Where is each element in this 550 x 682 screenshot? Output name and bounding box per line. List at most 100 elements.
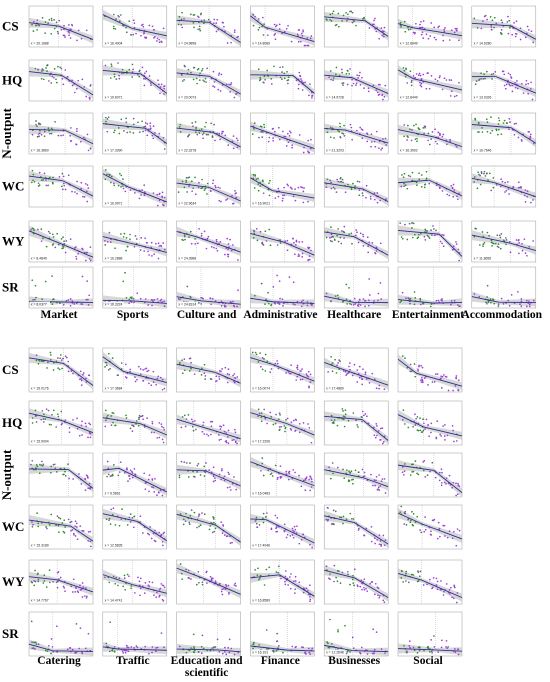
- data-point-green: [427, 235, 430, 238]
- data-point-purple: [444, 439, 446, 441]
- fit-line: [176, 182, 241, 202]
- data-point-green: [210, 122, 213, 125]
- data-point-purple: [38, 135, 41, 138]
- data-point-green: [114, 524, 117, 526]
- data-point-purple: [106, 240, 109, 243]
- data-point-purple: [185, 462, 188, 464]
- equation-label-bg: [30, 255, 50, 261]
- confidence-band: [102, 465, 167, 496]
- data-point-purple: [147, 584, 150, 587]
- data-point-purple: [378, 543, 381, 546]
- data-point-purple: [372, 84, 375, 87]
- data-point-green: [422, 302, 424, 305]
- facet-cs-catering: x = 15.0176: [28, 347, 94, 393]
- data-point-purple: [153, 431, 155, 434]
- plot-frame: [102, 504, 168, 550]
- data-point-purple: [528, 300, 530, 302]
- data-point-green: [420, 232, 422, 235]
- data-point-green: [192, 187, 195, 190]
- data-point-purple: [88, 96, 91, 99]
- data-point-purple: [420, 77, 423, 80]
- data-point-purple: [64, 36, 66, 39]
- data-point-purple: [234, 190, 236, 192]
- data-point-purple: [302, 533, 304, 536]
- data-point-green: [491, 129, 494, 132]
- data-point-purple: [140, 24, 143, 27]
- data-point-green: [50, 423, 52, 426]
- data-point-purple: [140, 34, 142, 37]
- data-point-purple: [309, 653, 312, 655]
- data-point-green: [51, 244, 54, 246]
- data-point-green: [56, 413, 59, 416]
- data-point-green: [261, 136, 264, 138]
- data-point-purple: [152, 192, 155, 194]
- data-point-purple: [507, 299, 510, 302]
- data-point-green: [203, 363, 206, 366]
- data-point-green: [125, 237, 128, 239]
- data-point-purple: [227, 471, 230, 474]
- data-point-purple: [375, 89, 378, 91]
- data-point-purple: [234, 376, 236, 379]
- data-point-purple: [441, 242, 444, 245]
- data-point-purple: [233, 29, 236, 32]
- data-point-green: [418, 178, 421, 181]
- data-point-green: [417, 128, 420, 130]
- data-point-purple: [329, 578, 331, 581]
- data-point-purple: [141, 415, 143, 418]
- data-point-purple: [158, 83, 160, 86]
- data-point-purple: [502, 303, 505, 305]
- data-point-green: [188, 523, 191, 525]
- data-point-purple: [48, 80, 50, 82]
- data-point-purple: [235, 585, 237, 587]
- data-point-purple: [196, 526, 198, 529]
- facet-wc-traffic: x = 12.5835: [102, 504, 168, 550]
- data-point-purple: [383, 601, 386, 604]
- data-point-purple: [70, 127, 72, 129]
- data-point-green: [63, 467, 66, 470]
- data-point-purple: [427, 424, 429, 426]
- data-point-purple: [275, 530, 278, 533]
- data-point-purple: [300, 538, 303, 541]
- data-point-purple: [133, 26, 136, 29]
- data-point-purple: [81, 434, 83, 436]
- data-point-green: [342, 418, 344, 420]
- data-point-purple: [221, 652, 224, 655]
- data-point-purple: [439, 535, 441, 538]
- data-point-purple: [75, 587, 77, 589]
- data-point-purple: [520, 186, 522, 189]
- data-point-purple: [137, 73, 139, 76]
- data-point-green: [338, 74, 341, 77]
- data-point-purple: [380, 480, 383, 483]
- data-point-green: [35, 359, 38, 362]
- data-point-green: [203, 465, 206, 468]
- data-point-purple: [215, 375, 218, 378]
- data-point-green: [30, 181, 33, 184]
- fit-line: [176, 127, 241, 148]
- data-point-purple: [136, 378, 138, 381]
- data-point-green: [493, 302, 496, 305]
- data-point-purple: [494, 71, 497, 73]
- data-point-green: [108, 174, 111, 177]
- data-point-purple: [212, 577, 214, 580]
- data-point-purple: [84, 422, 87, 425]
- equation-label: x = 13.0326: [474, 95, 492, 99]
- data-point-purple: [152, 28, 155, 31]
- data-point-purple: [81, 78, 84, 81]
- data-point-purple: [261, 131, 264, 133]
- data-point-green: [342, 515, 345, 518]
- data-point-purple: [126, 131, 129, 134]
- data-point-purple: [513, 22, 515, 24]
- data-point-purple: [159, 92, 161, 95]
- data-point-green: [281, 71, 283, 73]
- data-point-purple: [450, 303, 452, 306]
- data-point-green: [332, 472, 334, 475]
- data-point-purple: [298, 431, 301, 434]
- data-point-purple: [458, 485, 461, 488]
- data-point-purple: [367, 304, 370, 307]
- data-point-purple: [226, 237, 229, 240]
- data-point-purple: [82, 372, 85, 374]
- data-point-purple: [299, 40, 302, 43]
- data-point-purple: [430, 530, 432, 533]
- confidence-band: [29, 463, 93, 493]
- data-point-green: [195, 77, 198, 80]
